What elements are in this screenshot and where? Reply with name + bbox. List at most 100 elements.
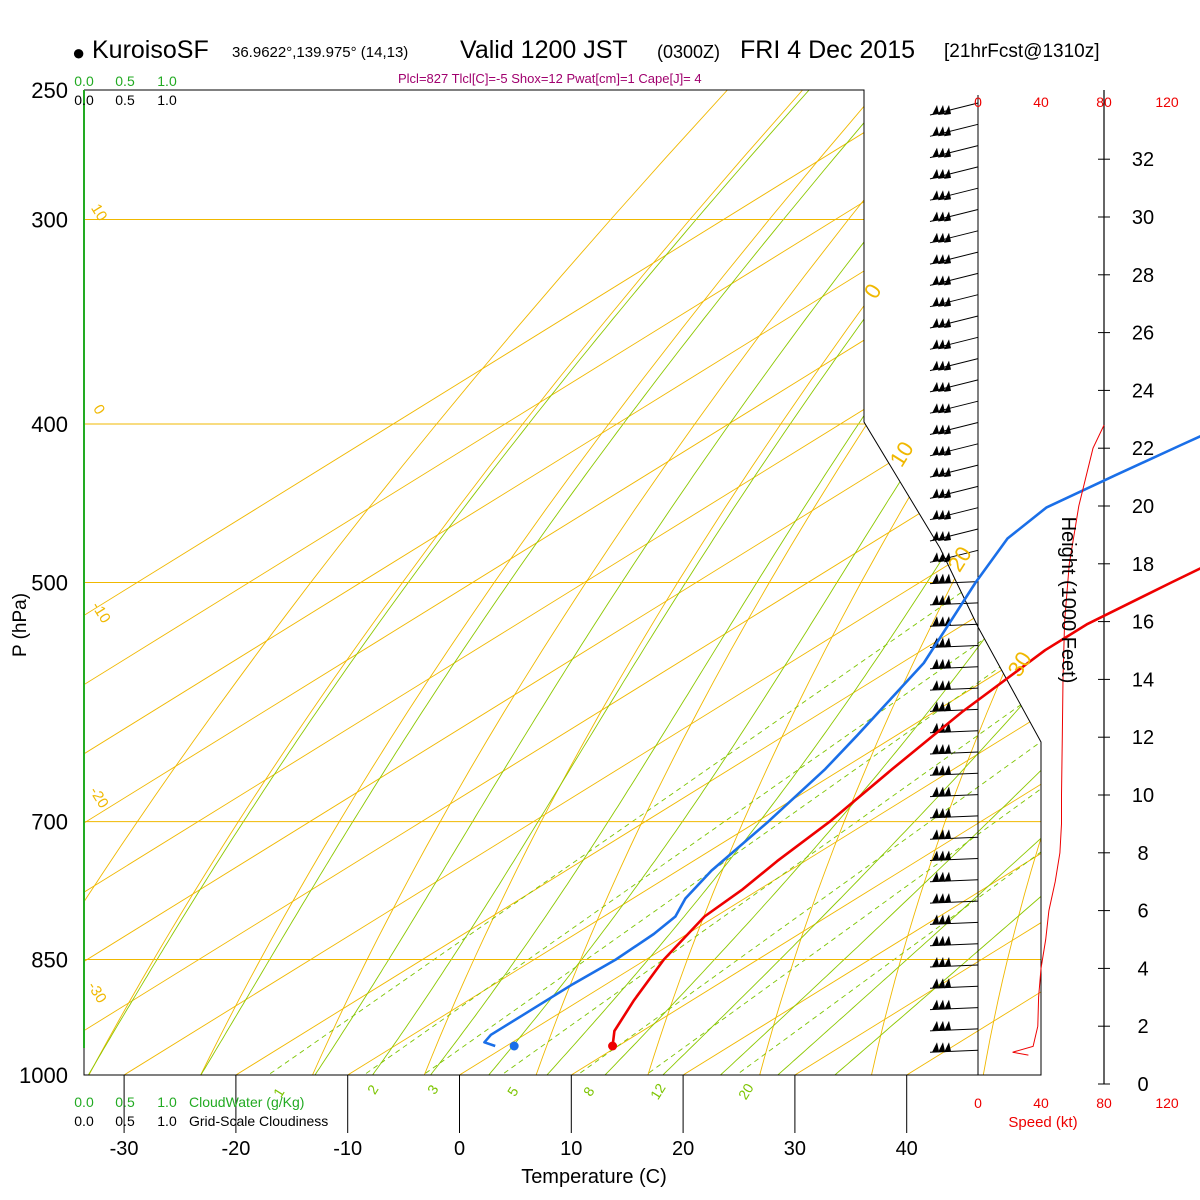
wind-barb-flag (932, 509, 939, 520)
wind-barb-flag (938, 232, 945, 243)
wind-speed-profile (1012, 424, 1105, 1056)
stability-indices: Plcl=827 Tlcl[C]=-5 Shox=12 Pwat[cm]=1 C… (398, 71, 702, 86)
wind-barb-flag (944, 829, 951, 840)
station-coords: 36.9622°,139.975° (14,13) (232, 44, 409, 61)
wind-barb-staff (929, 645, 979, 648)
wind-barb-flag (932, 190, 939, 201)
wind-barb-flag (932, 232, 939, 243)
cloud-water-tick-top: 0.5 (115, 73, 135, 89)
wind-barb-flag (932, 573, 939, 584)
wind-barb-staff (929, 794, 979, 798)
wind-barb-flag (932, 275, 939, 286)
wind-barb-staff (929, 1028, 979, 1032)
wind-barb-flag (938, 424, 945, 435)
wind-barb-staff (929, 964, 979, 968)
height-tick-label: 16 (1132, 612, 1154, 634)
temp-tick-label: 30 (784, 1138, 806, 1160)
cloudiness-tick-bottom: 0.5 (115, 1113, 135, 1129)
wind-barb-flag (944, 126, 951, 137)
wind-barb-flag (944, 254, 951, 265)
wind-barb-flag (932, 254, 939, 265)
wind-barb-staff (929, 751, 979, 755)
wind-barb-staff (929, 879, 979, 883)
wind-barb-flag (938, 126, 945, 137)
wind-barb-flag (938, 168, 945, 179)
height-tick-label: 6 (1137, 901, 1148, 923)
wind-barb-flag (932, 786, 939, 797)
height-tick-label: 10 (1132, 785, 1154, 807)
y-axis-title: P (hPa) (10, 593, 31, 657)
wind-barb-flag (932, 722, 939, 733)
wind-barb-flag (944, 850, 951, 861)
wind-barb-staff (929, 836, 979, 840)
temperature-line (611, 567, 1200, 1047)
temp-tick-label: 10 (560, 1138, 582, 1160)
moist-adiabat (626, 90, 1041, 1075)
cloud-water-tick-top: 1.0 (157, 73, 177, 89)
wind-barb-flag (932, 935, 939, 946)
wind-barb-staff (929, 943, 979, 947)
isotherm-line (459, 90, 1041, 1075)
temp-tick-label: 40 (896, 1138, 918, 1160)
wind-barb-flag (932, 339, 939, 350)
wind-barb-flag (944, 318, 951, 328)
wind-barb-flag (938, 360, 945, 371)
moist-adiabat (570, 90, 1041, 1075)
dry-adiabat (88, 90, 803, 1075)
speed-tick-top: 40 (1033, 94, 1049, 110)
wind-barb-flag (938, 978, 945, 989)
wind-barb-flag (938, 573, 945, 584)
wind-barb-flag (938, 147, 945, 158)
station-name: KuroisoSF (92, 36, 209, 64)
wind-barb-flag (932, 871, 939, 882)
cloudiness-tick-top: 1.0 (157, 92, 177, 108)
moist-adiabat (794, 90, 1041, 1075)
wind-barb-flag (944, 424, 951, 435)
pressure-label: 850 (31, 948, 68, 973)
dry-adiabat (200, 90, 879, 1075)
wind-barb-flag (938, 637, 945, 648)
cloudiness-tick-top: 0.0 (74, 92, 94, 108)
isotherm-line (347, 90, 1041, 1075)
wind-barb-flag (938, 744, 945, 754)
wind-barb-flag (932, 381, 939, 392)
wind-barb-flag (938, 403, 945, 414)
wind-barb-flag (944, 1020, 951, 1031)
wind-barb-staff (929, 985, 979, 989)
wind-barb-flag (944, 168, 951, 179)
pressure-label: 300 (31, 208, 68, 233)
wind-barb-flag (932, 126, 939, 137)
cloud-water-label: CloudWater (g/Kg) (189, 1094, 304, 1110)
wind-barb-staff (929, 772, 979, 776)
height-tick-label: 2 (1137, 1016, 1148, 1038)
temp-tick-label: -30 (110, 1138, 139, 1160)
wind-barb-flag (938, 531, 945, 541)
wind-barb-flag (932, 765, 939, 776)
isotherm-label: 0 (89, 402, 108, 418)
height-tick-label: 32 (1132, 149, 1154, 171)
wind-barb-flag (944, 232, 951, 243)
wind-barb-flag (938, 211, 945, 222)
wind-barb-staff (929, 687, 979, 691)
mixing-ratio-label: 5 (504, 1084, 522, 1099)
wind-barb-flag (932, 957, 939, 967)
wind-barb-flag (932, 680, 939, 691)
x-axis-title: Temperature (C) (521, 1166, 667, 1188)
wind-barb-flag (944, 594, 951, 605)
wind-barb-staff (929, 900, 979, 904)
wind-barb-flag (944, 637, 951, 648)
isotherm-label: 10 (885, 437, 919, 471)
wind-barb-flag (944, 296, 951, 307)
temp-tick-label: -10 (333, 1138, 362, 1160)
wind-barb-flag (944, 893, 951, 904)
wind-barb-flag (938, 786, 945, 797)
mixing-ratio-label: 20 (735, 1080, 757, 1102)
wind-barb-flag (944, 722, 951, 733)
mixing-ratio-label: 8 (580, 1084, 598, 1099)
cloudiness-tick-bottom: 0.0 (74, 1113, 94, 1129)
wind-barb-staff (929, 602, 979, 606)
wind-barb-flag (932, 147, 939, 158)
wind-barb-flag (932, 296, 939, 307)
isotherm-label: 20 (943, 542, 977, 576)
mixing-ratio-label: 12 (647, 1080, 669, 1102)
